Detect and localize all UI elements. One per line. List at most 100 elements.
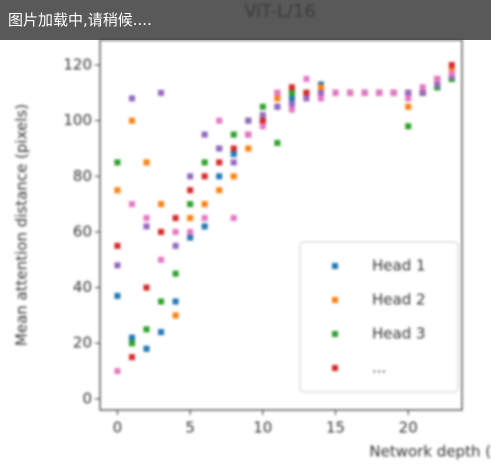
point xyxy=(158,89,165,96)
plot-frame xyxy=(99,39,463,411)
point xyxy=(274,95,281,102)
loading-banner: 图片加载中,请稍候.... xyxy=(0,0,491,40)
point xyxy=(448,70,455,77)
point xyxy=(172,270,179,277)
point xyxy=(317,89,324,96)
y-tick-label: 40 xyxy=(73,278,92,296)
point xyxy=(230,159,237,166)
point xyxy=(158,256,165,263)
y-tick-label: 60 xyxy=(73,222,92,240)
point xyxy=(419,84,426,91)
point xyxy=(187,228,194,235)
point xyxy=(216,159,223,166)
point xyxy=(187,173,194,180)
point xyxy=(114,242,121,249)
x-tick-label: 5 xyxy=(185,419,195,437)
point xyxy=(114,368,121,375)
point xyxy=(288,100,295,107)
y-tick-label: 20 xyxy=(73,334,92,352)
y-tick-label: 80 xyxy=(73,167,92,185)
point xyxy=(143,326,150,333)
point xyxy=(245,145,252,152)
point xyxy=(143,215,150,222)
point xyxy=(230,131,237,138)
point xyxy=(128,340,135,347)
point xyxy=(317,84,324,91)
point xyxy=(303,95,310,102)
point xyxy=(158,201,165,208)
point xyxy=(172,298,179,305)
point xyxy=(172,312,179,319)
point xyxy=(376,89,383,96)
point xyxy=(114,187,121,194)
y-axis-label: Mean attention distance (pixels) xyxy=(13,104,31,346)
point xyxy=(259,117,266,124)
legend-marker xyxy=(332,297,338,303)
point xyxy=(172,242,179,249)
legend-label: Head 2 xyxy=(372,291,426,309)
point xyxy=(405,123,412,130)
point xyxy=(230,215,237,222)
point xyxy=(143,223,150,230)
point xyxy=(405,103,412,110)
point xyxy=(201,215,208,222)
point xyxy=(201,173,208,180)
point xyxy=(201,223,208,230)
point xyxy=(143,345,150,352)
legend-label: ... xyxy=(372,359,386,377)
point xyxy=(274,139,281,146)
point xyxy=(274,103,281,110)
point xyxy=(216,145,223,152)
y-tick-label: 0 xyxy=(82,389,92,407)
point xyxy=(143,159,150,166)
point xyxy=(114,292,121,299)
point xyxy=(158,329,165,336)
point xyxy=(201,159,208,166)
legend-marker xyxy=(332,365,338,371)
point xyxy=(405,95,412,102)
point xyxy=(347,89,354,96)
point xyxy=(303,89,310,96)
point xyxy=(158,298,165,305)
point xyxy=(216,187,223,194)
legend-box xyxy=(299,241,459,393)
x-tick-label: 15 xyxy=(326,419,345,437)
point xyxy=(201,201,208,208)
point xyxy=(259,112,266,119)
legend-marker xyxy=(332,263,338,269)
point xyxy=(187,201,194,208)
point xyxy=(128,95,135,102)
point xyxy=(201,131,208,138)
point xyxy=(230,145,237,152)
point xyxy=(245,117,252,124)
point xyxy=(128,201,135,208)
point xyxy=(448,62,455,69)
point xyxy=(230,151,237,158)
x-tick-label: 0 xyxy=(113,419,123,437)
point xyxy=(187,234,194,241)
legend-marker xyxy=(332,331,338,337)
point xyxy=(172,228,179,235)
point xyxy=(187,215,194,222)
point xyxy=(405,89,412,96)
point xyxy=(274,89,281,96)
point xyxy=(128,117,135,124)
legend-label: Head 1 xyxy=(372,257,426,275)
point xyxy=(288,84,295,91)
point xyxy=(288,95,295,102)
point xyxy=(259,123,266,130)
point xyxy=(187,187,194,194)
point xyxy=(434,81,441,88)
point xyxy=(390,89,397,96)
point xyxy=(419,89,426,96)
point xyxy=(216,117,223,124)
x-axis-label: Network depth (layer) xyxy=(369,443,491,461)
point xyxy=(332,89,339,96)
x-tick-label: 20 xyxy=(399,419,418,437)
point xyxy=(143,284,150,291)
point xyxy=(114,159,121,166)
point xyxy=(158,228,165,235)
legend-label: Head 3 xyxy=(372,325,426,343)
